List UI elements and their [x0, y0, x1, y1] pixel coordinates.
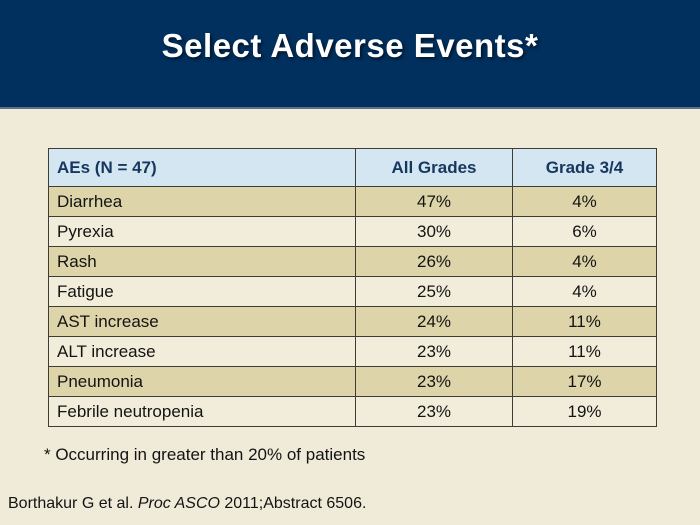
column-header-all-grades: All Grades: [355, 148, 513, 187]
table-row: Fatigue 25% 4%: [48, 276, 657, 307]
title-band: Select Adverse Events*: [0, 0, 700, 109]
column-header-grade-3-4: Grade 3/4: [512, 148, 657, 187]
citation: Borthakur G et al. Proc ASCO 2011;Abstra…: [8, 495, 366, 513]
table-row: ALT increase 23% 11%: [48, 336, 657, 367]
all-grades-value: 23%: [355, 366, 513, 397]
all-grades-value: 47%: [355, 186, 513, 217]
ae-name: Diarrhea: [48, 186, 356, 217]
ae-name: Fatigue: [48, 276, 356, 307]
all-grades-value: 23%: [355, 336, 513, 367]
table-row: Rash 26% 4%: [48, 246, 657, 277]
grade-3-4-value: 4%: [512, 276, 657, 307]
grade-3-4-value: 19%: [512, 396, 657, 427]
grade-3-4-value: 4%: [512, 186, 657, 217]
citation-journal: Proc ASCO: [137, 495, 220, 512]
table-row: Pneumonia 23% 17%: [48, 366, 657, 397]
grade-3-4-value: 11%: [512, 306, 657, 337]
citation-prefix: Borthakur G et al.: [8, 495, 138, 512]
ae-name: AST increase: [48, 306, 356, 337]
ae-name: Pyrexia: [48, 216, 356, 247]
all-grades-value: 24%: [355, 306, 513, 337]
citation-suffix: 2011;Abstract 6506.: [219, 495, 367, 512]
table-row: Diarrhea 47% 4%: [48, 186, 657, 217]
column-header-aes: AEs (N = 47): [48, 148, 356, 187]
adverse-events-table: AEs (N = 47) All Grades Grade 3/4 Diarrh…: [48, 148, 657, 427]
ae-name: Pneumonia: [48, 366, 356, 397]
all-grades-value: 30%: [355, 216, 513, 247]
all-grades-value: 25%: [355, 276, 513, 307]
table-row: Febrile neutropenia 23% 19%: [48, 396, 657, 427]
table-row: AST increase 24% 11%: [48, 306, 657, 337]
ae-name: Rash: [48, 246, 356, 277]
grade-3-4-value: 11%: [512, 336, 657, 367]
grade-3-4-value: 4%: [512, 246, 657, 277]
table-row: Pyrexia 30% 6%: [48, 216, 657, 247]
ae-name: ALT increase: [48, 336, 356, 367]
table-header-row: AEs (N = 47) All Grades Grade 3/4: [48, 148, 657, 187]
grade-3-4-value: 17%: [512, 366, 657, 397]
grade-3-4-value: 6%: [512, 216, 657, 247]
ae-name: Febrile neutropenia: [48, 396, 356, 427]
all-grades-value: 23%: [355, 396, 513, 427]
footnote: * Occurring in greater than 20% of patie…: [44, 445, 366, 464]
slide-title: Select Adverse Events*: [161, 27, 539, 64]
all-grades-value: 26%: [355, 246, 513, 277]
